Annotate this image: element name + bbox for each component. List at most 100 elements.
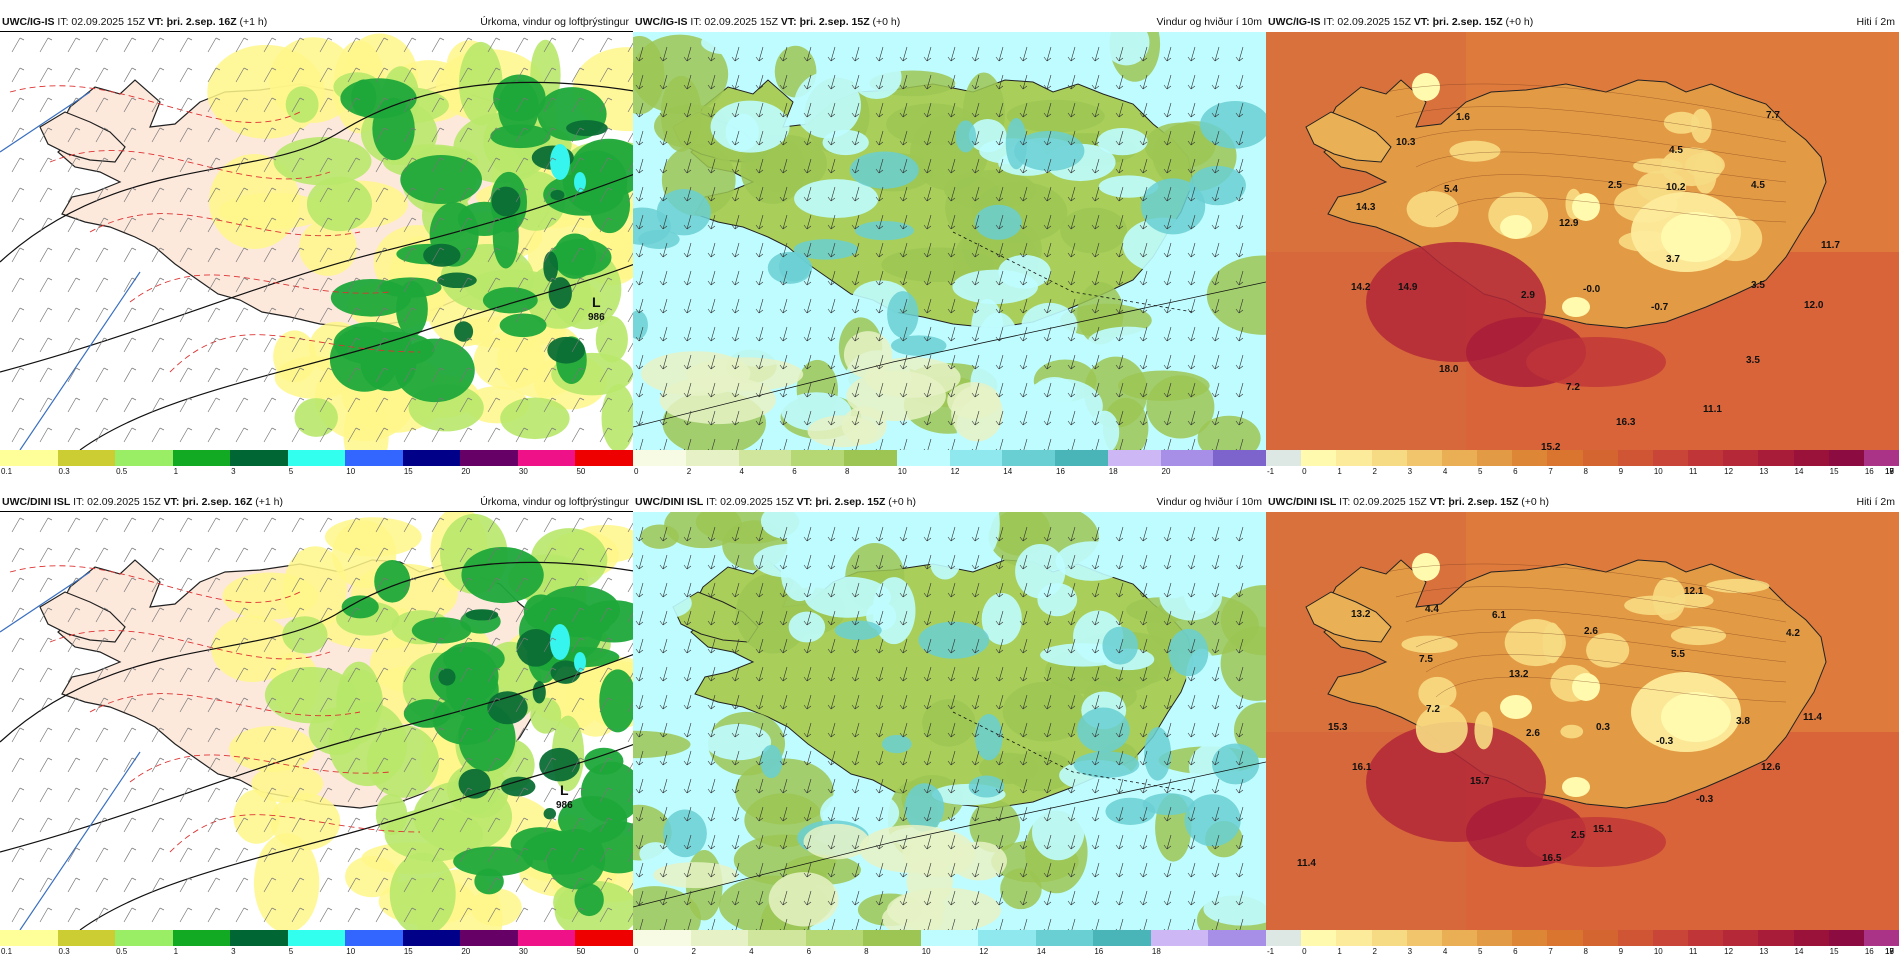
scale-tick-label: 15: [403, 947, 413, 956]
temperature-value-label: 11.4: [1803, 712, 1822, 723]
scale-swatch: [517, 930, 576, 946]
scale-tick-label: 16: [1864, 947, 1874, 956]
valid-time: þri. 2.sep. 15Z: [1432, 16, 1503, 28]
wind-color-scale: [633, 450, 1266, 466]
scale-tick-label: 18: [1108, 467, 1118, 476]
scale-swatch: [1617, 450, 1653, 466]
valid-time: þri. 2.sep. 16Z: [182, 496, 253, 508]
scale-tick-label: 5: [1478, 947, 1483, 956]
low-pressure-value: 986: [556, 800, 573, 811]
scale-swatch: [791, 450, 844, 466]
lead-time: (+0 h): [888, 496, 917, 508]
precip-panel-dini: UWC/DINI ISL IT: 02.09.2025 15Z VT: þri.…: [0, 492, 634, 962]
panel-title: Hiti í 2m: [1856, 16, 1895, 28]
wind-scale-ticks: 0 2 4 6 8 10 12 14 16 18: [633, 947, 1266, 959]
precip-map[interactable]: [0, 511, 634, 931]
temperature-value-label: 2.6: [1584, 626, 1598, 637]
scale-swatch: [460, 450, 518, 466]
scale-swatch: [738, 450, 792, 466]
precip-scale-ticks: 0.1 0.3 0.5 1 3 5 10 15 20 30 50: [0, 947, 633, 959]
scale-swatch: [1758, 450, 1794, 466]
scale-tick-label: 8: [845, 467, 850, 476]
temperature-value-label: 10.2: [1666, 182, 1686, 193]
scale-tick-label: 50: [576, 467, 586, 476]
temperature-value-label: 12.9: [1559, 218, 1579, 229]
scale-swatch: [920, 930, 979, 946]
precip-color-scale: [0, 450, 634, 466]
temperature-value-label: 2.6: [1526, 728, 1540, 739]
scale-tick-label: 0: [634, 947, 639, 956]
scale-swatch: [1477, 930, 1513, 946]
scale-swatch: [172, 930, 231, 946]
temperature-value-label: 13.2: [1351, 609, 1371, 620]
lead-time: (+0 h): [1505, 16, 1534, 28]
scale-tick-label: 3: [1407, 947, 1413, 956]
scale-tick-label: 17: [1885, 467, 1894, 476]
temperature-value-label: 11.7: [1821, 240, 1840, 251]
scale-tick-label: 2: [1372, 947, 1377, 956]
scale-tick-label: 0: [634, 467, 639, 476]
model-name: UWC/DINI ISL: [2, 496, 71, 508]
temperature-value-label: -0.7: [1651, 302, 1669, 313]
init-time: IT: 02.09.2025 15Z: [690, 16, 778, 28]
scale-swatch: [1406, 930, 1442, 946]
temperature-map[interactable]: 12.1 13.2 4.4 6.1 2.6 4.2 7.5 5.5 13.2 7.2 15.3 2.6…: [1266, 512, 1899, 930]
wind-map-svg: [633, 512, 1266, 930]
temperature-value-label: 3.7: [1666, 254, 1680, 265]
scale-tick-label: 4: [1442, 947, 1448, 956]
scale-tick-label: 2: [686, 467, 692, 476]
scale-swatch: [345, 450, 403, 466]
temperature-value-label: 13.2: [1509, 669, 1529, 680]
temperature-value-label: 15.3: [1328, 722, 1348, 733]
scale-tick-label: 0.5: [116, 947, 128, 956]
scale-swatch: [1828, 930, 1864, 946]
scale-swatch: [575, 450, 634, 466]
scale-tick-label: 16: [1864, 467, 1874, 476]
temperature-value-label: 5.4: [1444, 184, 1458, 195]
temperature-value-label: 15.7: [1470, 776, 1490, 787]
temperature-value-label: 11.4: [1297, 858, 1316, 869]
scale-swatch: [896, 450, 950, 466]
scale-swatch: [1301, 930, 1337, 946]
scale-swatch: [1512, 930, 1548, 946]
scale-swatch: [1547, 450, 1583, 466]
scale-tick-label: 8: [1583, 467, 1588, 476]
scale-swatch: [230, 450, 288, 466]
wind-map[interactable]: [633, 32, 1266, 450]
scale-swatch: [685, 450, 739, 466]
scale-tick-label: 20: [461, 467, 471, 476]
lead-time: (+0 h): [872, 16, 901, 28]
temperature-value-label: 12.0: [1804, 300, 1824, 311]
scale-tick-label: 20: [461, 947, 471, 956]
temperature-value-label: 15.2: [1541, 442, 1561, 450]
scale-swatch: [633, 450, 686, 466]
temperature-map[interactable]: 1.6 7.7 10.3 4.5 5.4 2.5 10.2 4.5 14.3 12.9 11.7 3.…: [1266, 32, 1899, 450]
temperature-panel-igis: UWC/IG-IS IT: 02.09.2025 15Z VT: þri. 2.…: [1266, 12, 1900, 482]
scale-tick-label: 30: [518, 467, 528, 476]
scale-tick-label: 6: [1513, 467, 1518, 476]
scale-tick-label: -1: [1267, 467, 1275, 476]
scale-swatch: [1512, 450, 1548, 466]
scale-tick-label: 6: [806, 947, 812, 956]
scale-swatch: [1160, 450, 1214, 466]
scale-swatch: [402, 930, 461, 946]
scale-swatch: [1863, 450, 1900, 466]
temperature-value-label: 4.2: [1786, 628, 1800, 639]
scale-tick-label: 5: [288, 467, 294, 476]
scale-tick-label: 30: [518, 947, 528, 956]
temperature-value-label: 14.2: [1351, 282, 1371, 293]
scale-swatch: [115, 450, 173, 466]
scale-tick-label: 2: [691, 947, 696, 956]
scale-swatch: [115, 930, 173, 946]
scale-swatch: [1828, 450, 1864, 466]
scale-tick-label: 10: [346, 467, 356, 476]
panel-title: Vindur og hviður í 10m: [1156, 496, 1262, 508]
wind-map[interactable]: [633, 512, 1266, 930]
temperature-value-label: 3.8: [1736, 716, 1750, 727]
scale-tick-label: 16: [1056, 467, 1065, 476]
panel-title: Vindur og hviður í 10m: [1156, 16, 1262, 28]
scale-tick-label: 5: [1478, 467, 1483, 476]
temperature-map-svg: [1266, 32, 1899, 450]
temperature-value-label: 12.6: [1761, 762, 1781, 773]
precip-map[interactable]: [0, 31, 634, 451]
